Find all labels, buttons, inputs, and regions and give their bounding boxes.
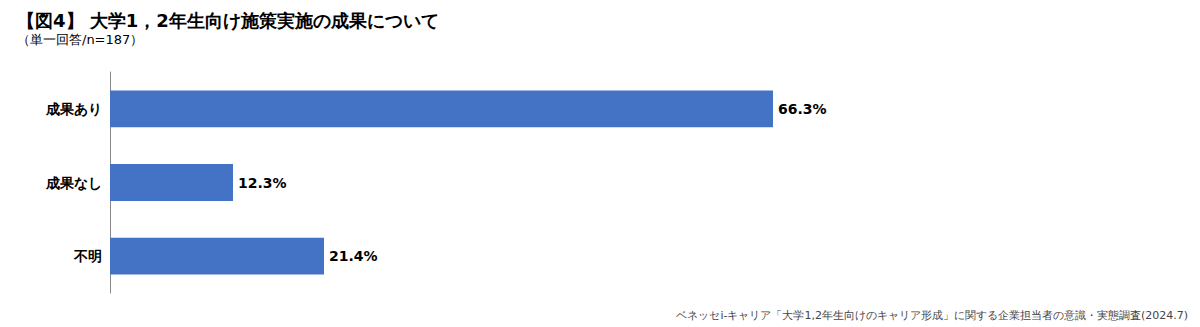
svg-text:ベネッセi-キャリア「大学1,2年生向けのキャリア形成」に関: ベネッセi-キャリア「大学1,2年生向けのキャリア形成」に関する企業担当者の意識… [676,309,1188,322]
svg-text:成果なし: 成果なし [45,175,102,191]
svg-text:12.3%: 12.3% [238,175,287,191]
svg-text:（単一回答/n=187）: （単一回答/n=187） [17,32,143,47]
svg-text:成果あり: 成果あり [45,101,102,117]
svg-text:【図4】 大学1，2年生向け施策実施の成果について: 【図4】 大学1，2年生向け施策実施の成果について [17,10,439,31]
svg-text:21.4%: 21.4% [329,248,378,264]
svg-text:66.3%: 66.3% [778,101,827,117]
svg-text:不明: 不明 [73,248,102,264]
